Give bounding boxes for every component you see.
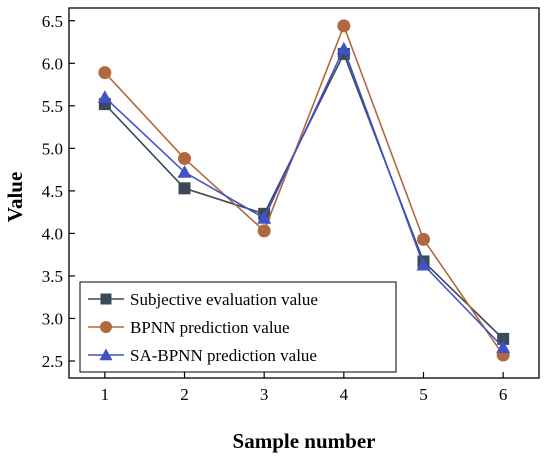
data-point [497, 332, 510, 345]
y-tick-label: 3.0 [42, 309, 63, 328]
y-tick-label: 4.0 [42, 224, 63, 243]
legend-entry: Subjective evaluation value [88, 290, 318, 309]
plot-border [68, 7, 540, 379]
data-point [336, 41, 351, 55]
data-point [257, 211, 272, 224]
series-2 [98, 19, 510, 362]
legend: Subjective evaluation value BPNN predicti… [79, 281, 397, 373]
legend-box [79, 281, 397, 373]
series-3 [97, 41, 511, 353]
data-point [337, 19, 351, 33]
legend-swatch-marker [100, 293, 112, 305]
y-tick-label: 6.5 [42, 12, 63, 31]
y-tick-label: 2.5 [42, 352, 63, 371]
x-tick-label: 4 [340, 385, 349, 404]
data-point [178, 152, 192, 166]
y-tick-label: 5.0 [42, 139, 63, 158]
x-axis-title: Sample number [233, 429, 376, 453]
y-tick-label: 3.5 [42, 267, 63, 286]
y-tick-label: 6.0 [42, 54, 63, 73]
x-tick-label: 1 [101, 385, 110, 404]
legend-entry: BPNN prediction value [88, 318, 290, 337]
x-tick-label: 3 [260, 385, 269, 404]
series-layer [97, 19, 511, 362]
x-tick-label: 2 [180, 385, 189, 404]
legend-swatch-marker [99, 348, 113, 361]
data-point [97, 90, 112, 103]
y-axis: 2.5 3.0 3.5 4.0 4.5 5.0 5.5 6.0 6.5 [42, 12, 75, 371]
data-point [496, 340, 511, 353]
data-point [177, 165, 192, 178]
x-tick-label: 6 [499, 385, 508, 404]
data-point [416, 257, 431, 271]
legend-label: BPNN prediction value [130, 318, 290, 337]
legend-label: SA-BPNN prediction value [130, 346, 317, 365]
y-axis-title: Value [3, 172, 27, 223]
x-axis: 1 2 3 4 5 6 [101, 372, 508, 404]
plot-frame [68, 7, 540, 379]
data-point [178, 182, 191, 195]
data-point [257, 224, 271, 238]
y-tick-label: 4.5 [42, 182, 63, 201]
data-point [416, 232, 430, 246]
x-tick-label: 5 [419, 385, 428, 404]
series-line [104, 46, 504, 348]
series-line [104, 23, 504, 356]
legend-swatch-marker [100, 321, 112, 333]
y-tick-label: 5.5 [42, 97, 63, 116]
legend-entry: SA-BPNN prediction value [88, 346, 317, 365]
legend-label: Subjective evaluation value [130, 290, 318, 309]
data-point [98, 66, 112, 80]
